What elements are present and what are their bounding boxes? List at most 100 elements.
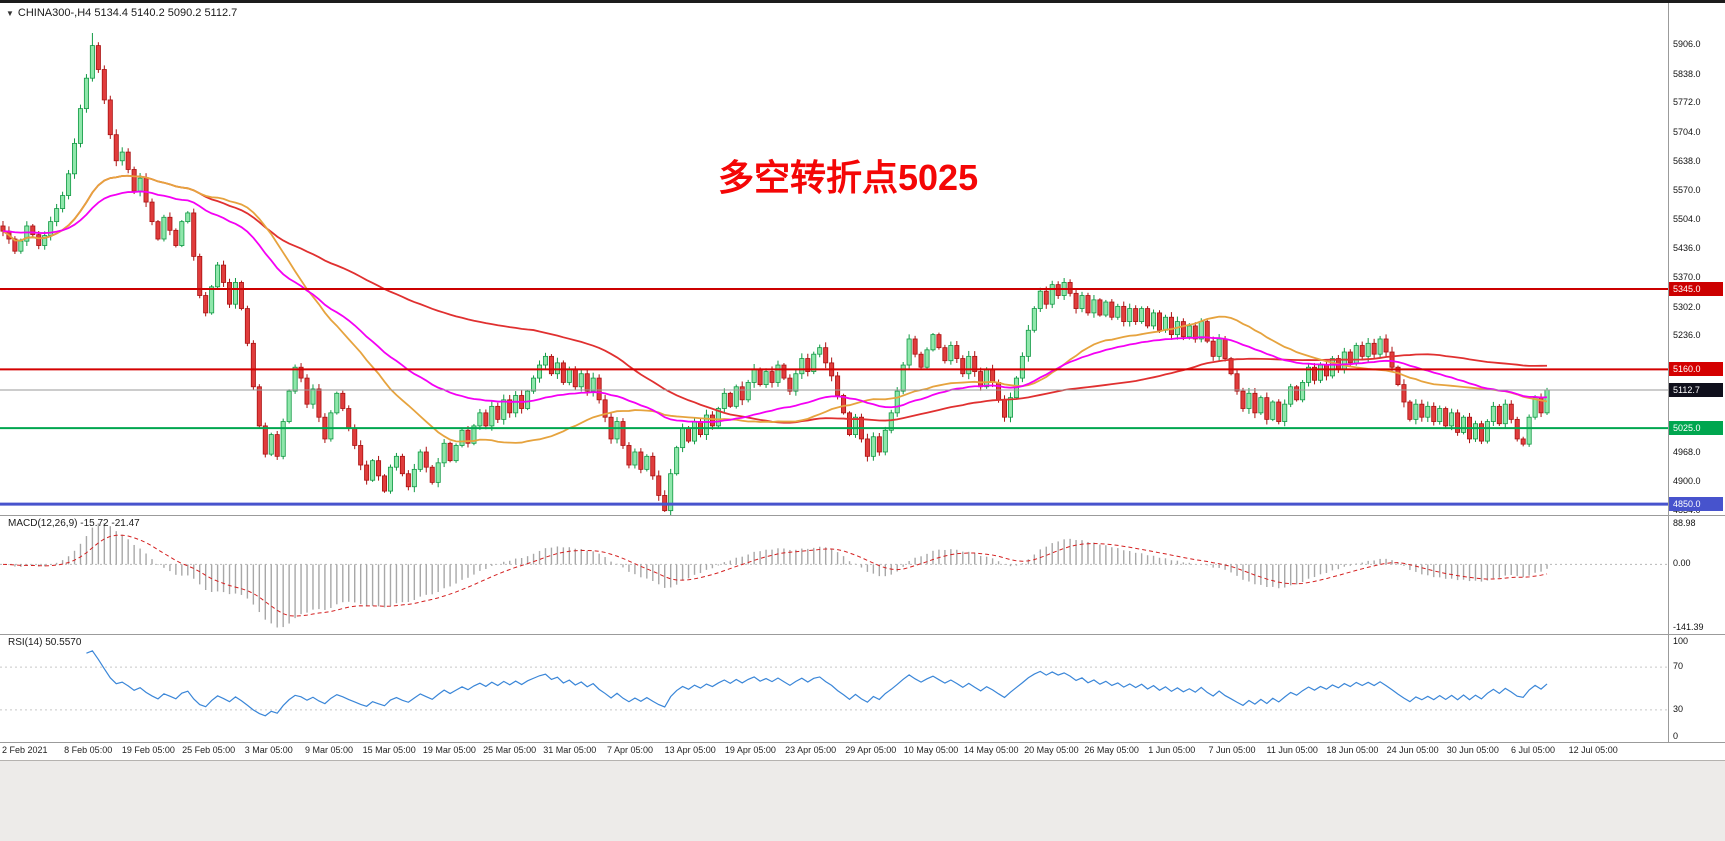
candle <box>590 377 596 392</box>
candle <box>203 295 209 314</box>
candle <box>560 362 566 383</box>
candle <box>393 455 399 468</box>
candle <box>89 45 95 79</box>
candle <box>1526 416 1532 445</box>
candle <box>799 358 805 375</box>
candle <box>1371 342 1377 355</box>
candle <box>119 151 125 162</box>
candle <box>930 334 936 351</box>
candle <box>495 405 501 420</box>
time-label: 1 Jun 05:00 <box>1148 745 1196 755</box>
candle <box>936 334 942 349</box>
candle <box>632 451 638 466</box>
time-label: 19 Apr 05:00 <box>724 745 776 755</box>
candle <box>1312 366 1318 381</box>
candle <box>650 455 656 477</box>
candle <box>197 255 203 296</box>
candle <box>489 405 495 427</box>
candle <box>54 208 60 223</box>
candle <box>1401 384 1407 403</box>
time-label: 29 Apr 05:00 <box>845 745 897 755</box>
candle <box>1490 405 1496 422</box>
candle <box>638 451 644 470</box>
candle <box>268 434 274 455</box>
candle <box>423 451 429 468</box>
candle <box>1270 401 1276 420</box>
candle <box>912 338 918 355</box>
candle <box>972 355 978 372</box>
candle <box>876 436 882 453</box>
candle <box>1377 338 1383 355</box>
candle <box>990 368 996 383</box>
candle <box>471 425 477 444</box>
time-label: 8 Feb 05:00 <box>64 745 113 755</box>
symbol-dropdown-icon[interactable]: ▼ <box>6 9 14 18</box>
candle <box>942 347 948 362</box>
candle <box>453 445 459 462</box>
candle <box>250 342 256 388</box>
candle <box>60 195 66 209</box>
candle <box>352 427 358 446</box>
time-label: 30 Jun 05:00 <box>1446 745 1499 755</box>
candle <box>18 240 24 252</box>
time-label: 6 Jul 05:00 <box>1510 745 1556 755</box>
candle <box>537 364 543 379</box>
candle <box>882 429 888 453</box>
time-axis[interactable]: 2 Feb 2021 8 Feb 05:00 19 Feb 05:00 25 Feb … <box>0 745 1725 760</box>
candle <box>1216 338 1222 357</box>
candle <box>256 386 262 427</box>
candle <box>1133 308 1139 322</box>
candle <box>131 169 137 192</box>
candle <box>674 447 680 475</box>
candle <box>477 412 483 427</box>
candle <box>525 390 531 409</box>
candle <box>334 392 340 414</box>
candle <box>483 412 489 427</box>
candle <box>1478 423 1484 442</box>
candle <box>1002 399 1008 418</box>
candle <box>328 412 334 440</box>
candle <box>721 392 727 409</box>
time-label: 7 Apr 05:00 <box>606 745 654 755</box>
candle <box>30 225 36 236</box>
candle <box>459 429 465 446</box>
candle <box>841 395 847 414</box>
candle <box>310 388 316 405</box>
rsi-line <box>86 650 1548 717</box>
chart-annotation-text: 多空转折点5025 <box>718 157 979 198</box>
candle <box>507 399 513 414</box>
candle <box>244 308 250 344</box>
candle <box>542 355 548 366</box>
time-label: 25 Mar 05:00 <box>483 745 537 755</box>
candle <box>978 371 984 388</box>
candle <box>1461 416 1467 433</box>
candle <box>72 142 78 175</box>
time-label: 10 May 05:00 <box>903 745 959 755</box>
candle <box>1186 325 1192 338</box>
candlesticks <box>0 32 1550 516</box>
candle <box>1317 364 1323 381</box>
candle <box>1437 408 1443 422</box>
candle <box>1055 284 1061 296</box>
candle <box>262 425 268 455</box>
candle <box>1091 299 1097 314</box>
chart-canvas[interactable] <box>0 3 1725 760</box>
candle <box>1425 405 1431 418</box>
candle <box>1282 403 1288 422</box>
candle <box>894 390 900 414</box>
candle <box>1389 351 1395 368</box>
time-label: 2 Feb 2021 <box>2 745 48 755</box>
candle <box>370 460 376 481</box>
candle <box>429 466 435 483</box>
candle <box>501 399 507 420</box>
candle <box>1162 316 1168 331</box>
candle <box>125 151 131 170</box>
time-label: 14 May 05:00 <box>963 745 1019 755</box>
time-label: 11 Jun 05:00 <box>1266 745 1318 755</box>
candle <box>1240 390 1246 409</box>
candle <box>1300 382 1306 401</box>
candle <box>435 462 441 483</box>
time-label: 20 May 05:00 <box>1024 745 1079 755</box>
candle <box>847 412 853 435</box>
candle <box>399 455 405 475</box>
